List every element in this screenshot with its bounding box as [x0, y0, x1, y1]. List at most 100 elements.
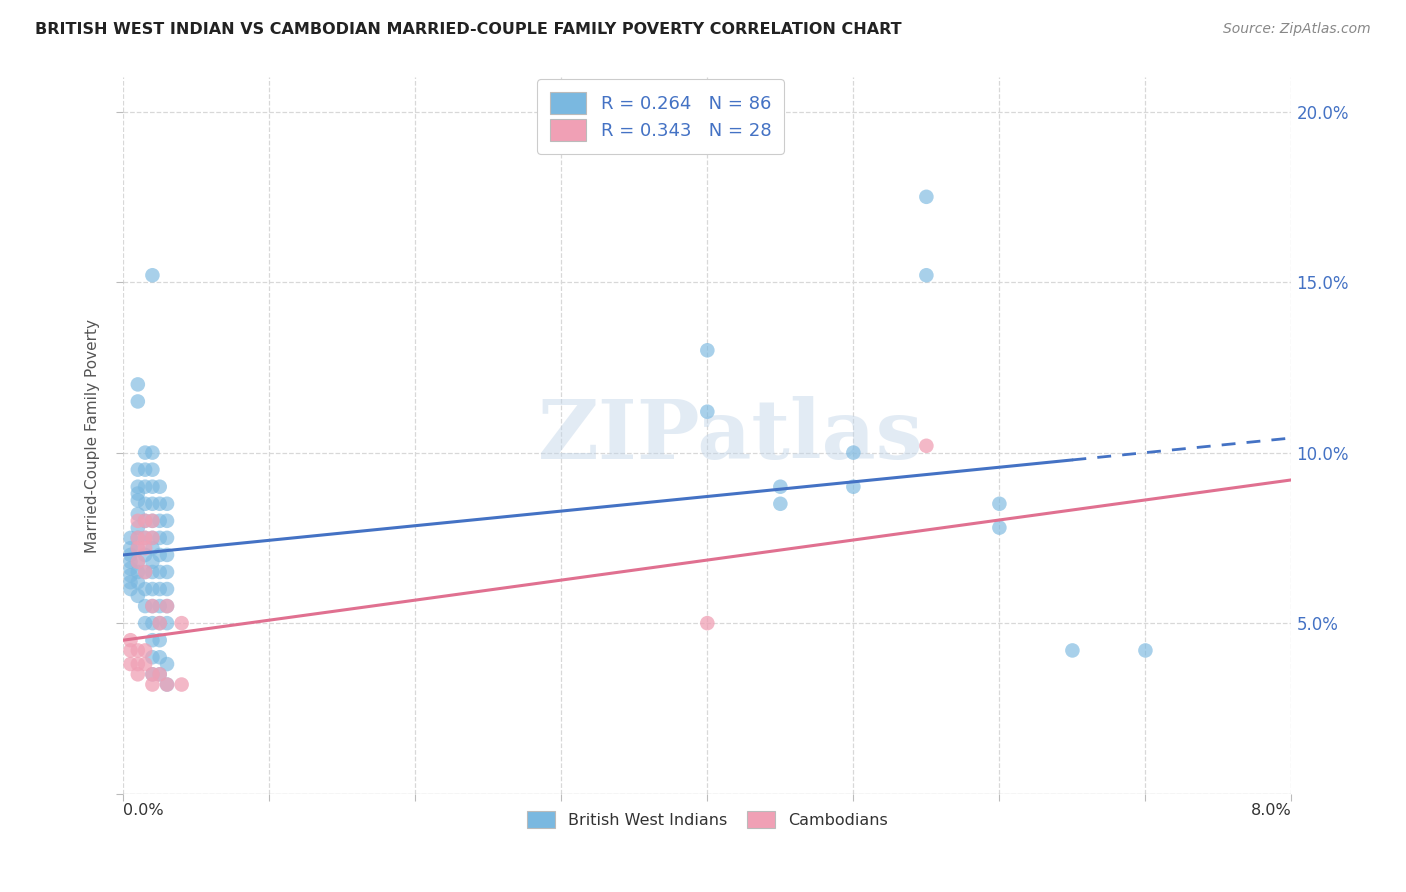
Point — [127, 521, 149, 535]
Point — [120, 568, 142, 582]
Point — [134, 599, 156, 613]
Point — [120, 633, 142, 648]
Point — [156, 677, 179, 691]
Point — [1062, 643, 1084, 657]
Point — [127, 541, 149, 555]
Point — [141, 650, 163, 665]
Point — [127, 555, 149, 569]
Point — [156, 514, 179, 528]
Point — [120, 657, 142, 671]
Point — [156, 616, 179, 631]
Point — [149, 616, 172, 631]
Point — [141, 616, 163, 631]
Point — [134, 565, 156, 579]
Point — [127, 565, 149, 579]
Point — [141, 514, 163, 528]
Point — [141, 582, 163, 596]
Point — [170, 616, 193, 631]
Point — [988, 521, 1011, 535]
Point — [842, 445, 865, 459]
Point — [149, 565, 172, 579]
Point — [141, 497, 163, 511]
Point — [127, 643, 149, 657]
Point — [134, 541, 156, 555]
Point — [134, 565, 156, 579]
Point — [127, 394, 149, 409]
Point — [134, 531, 156, 545]
Point — [696, 616, 718, 631]
Point — [149, 582, 172, 596]
Point — [156, 599, 179, 613]
Point — [141, 599, 163, 613]
Point — [127, 531, 149, 545]
Point — [156, 677, 179, 691]
Point — [134, 582, 156, 596]
Point — [134, 548, 156, 562]
Point — [156, 565, 179, 579]
Point — [141, 555, 163, 569]
Point — [120, 643, 142, 657]
Point — [141, 463, 163, 477]
Point — [120, 561, 142, 575]
Point — [842, 480, 865, 494]
Point — [127, 507, 149, 521]
Point — [1135, 643, 1157, 657]
Point — [134, 514, 156, 528]
Point — [127, 575, 149, 590]
Point — [156, 497, 179, 511]
Point — [988, 497, 1011, 511]
Point — [141, 531, 163, 545]
Point — [141, 667, 163, 681]
Point — [696, 343, 718, 358]
Point — [149, 480, 172, 494]
Point — [141, 667, 163, 681]
Point — [120, 541, 142, 555]
Point — [141, 514, 163, 528]
Text: BRITISH WEST INDIAN VS CAMBODIAN MARRIED-COUPLE FAMILY POVERTY CORRELATION CHART: BRITISH WEST INDIAN VS CAMBODIAN MARRIED… — [35, 22, 901, 37]
Point — [134, 480, 156, 494]
Point — [134, 657, 156, 671]
Point — [149, 650, 172, 665]
Point — [127, 657, 149, 671]
Point — [120, 531, 142, 545]
Point — [127, 667, 149, 681]
Point — [149, 616, 172, 631]
Point — [769, 497, 792, 511]
Point — [156, 548, 179, 562]
Point — [120, 582, 142, 596]
Legend: British West Indians, Cambodians: British West Indians, Cambodians — [520, 805, 894, 834]
Text: ZIPatlas: ZIPatlas — [538, 395, 924, 475]
Point — [170, 677, 193, 691]
Y-axis label: Married-Couple Family Poverty: Married-Couple Family Poverty — [86, 318, 100, 552]
Point — [141, 480, 163, 494]
Point — [149, 599, 172, 613]
Point — [696, 405, 718, 419]
Point — [134, 497, 156, 511]
Point — [134, 531, 156, 545]
Point — [141, 633, 163, 648]
Point — [127, 555, 149, 569]
Point — [915, 190, 938, 204]
Point — [141, 565, 163, 579]
Point — [127, 463, 149, 477]
Point — [141, 677, 163, 691]
Text: Source: ZipAtlas.com: Source: ZipAtlas.com — [1223, 22, 1371, 37]
Point — [127, 541, 149, 555]
Point — [149, 514, 172, 528]
Point — [156, 582, 179, 596]
Point — [134, 445, 156, 459]
Point — [127, 486, 149, 500]
Point — [141, 541, 163, 555]
Point — [120, 575, 142, 590]
Point — [156, 599, 179, 613]
Point — [149, 633, 172, 648]
Point — [134, 463, 156, 477]
Point — [149, 531, 172, 545]
Point — [141, 599, 163, 613]
Point — [127, 589, 149, 603]
Point — [149, 667, 172, 681]
Text: 8.0%: 8.0% — [1251, 803, 1292, 818]
Point — [127, 480, 149, 494]
Point — [141, 445, 163, 459]
Point — [134, 514, 156, 528]
